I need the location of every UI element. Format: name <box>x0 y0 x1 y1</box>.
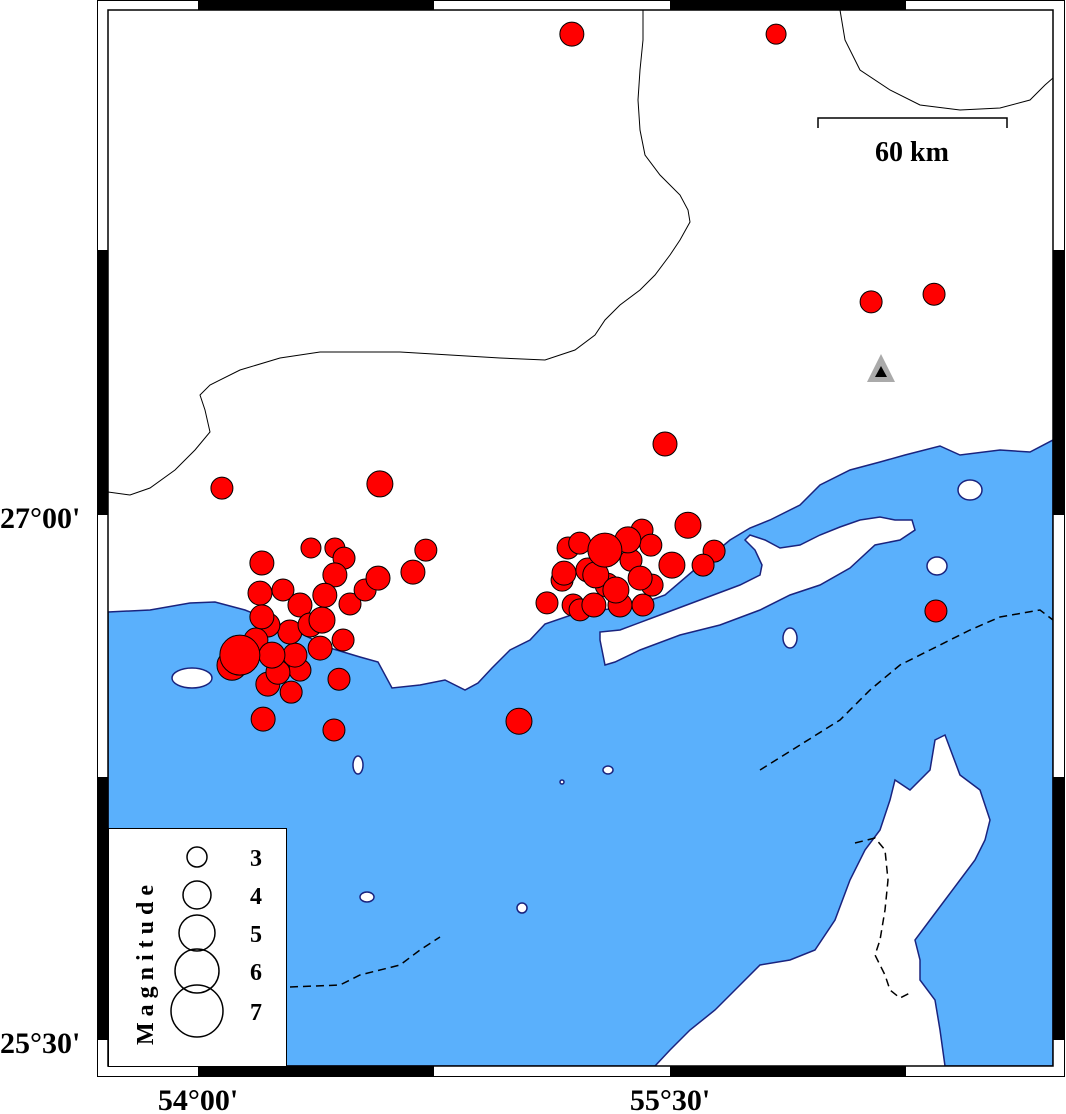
scale-bar-label: 60 km <box>875 137 949 168</box>
x-tick-label: 55°30' <box>630 1084 710 1114</box>
station-marker <box>867 354 895 382</box>
triangle-inner-icon <box>875 366 887 377</box>
earthquake-marker <box>338 592 362 616</box>
y-tick-label: 27°00' <box>0 502 80 535</box>
earthquake-marker <box>691 553 715 577</box>
earthquake-marker <box>249 550 275 576</box>
earthquake-marker <box>587 532 623 568</box>
legend-title: Magnitude <box>133 879 159 1045</box>
maritime-boundary <box>759 609 1053 771</box>
legend-circle <box>186 846 208 868</box>
legend-label: 7 <box>250 1000 262 1026</box>
earthquake-marker <box>287 592 313 618</box>
border-line <box>839 10 1053 111</box>
small-islands <box>171 479 983 914</box>
earthquake-marker <box>414 538 438 562</box>
earthquake-marker <box>922 282 946 306</box>
legend-circle <box>178 914 216 952</box>
earthquake-marker <box>219 634 261 676</box>
border-line <box>108 10 691 496</box>
y-tick-label: 25°30' <box>0 1027 80 1060</box>
earthquake-marker <box>312 582 338 608</box>
earthquake-events <box>210 21 948 742</box>
legend-label: 6 <box>250 960 262 986</box>
earthquake-marker <box>307 635 333 661</box>
earthquake-marker <box>366 470 394 498</box>
earthquake-marker <box>602 576 630 604</box>
earthquake-marker <box>365 565 391 591</box>
earthquake-marker <box>279 680 303 704</box>
legend-label: 5 <box>250 922 262 948</box>
earthquake-marker <box>859 290 883 314</box>
border-line <box>854 837 913 999</box>
earthquake-marker <box>631 593 655 617</box>
map-frame <box>97 0 1065 1077</box>
scale-bar: 60 km <box>817 117 1008 168</box>
earthquake-marker <box>250 706 276 732</box>
earthquake-marker <box>674 511 702 539</box>
earthquake-marker <box>924 599 948 623</box>
legend-circle <box>170 984 224 1038</box>
earthquake-marker <box>559 21 585 47</box>
earthquake-marker <box>331 628 355 652</box>
earthquake-marker <box>535 591 559 615</box>
legend-circle <box>182 880 212 910</box>
qeshm-island <box>599 516 916 666</box>
earthquake-marker <box>300 537 322 559</box>
earthquake-marker <box>765 23 787 45</box>
earthquake-marker <box>308 606 336 634</box>
legend-label: 4 <box>250 884 262 910</box>
earthquake-marker <box>322 718 346 742</box>
earthquake-marker <box>247 580 273 606</box>
magnitude-legend: Magnitude 3 4 5 6 7 <box>108 828 287 1067</box>
maritime-boundary <box>289 936 441 988</box>
earthquake-marker <box>658 551 686 579</box>
earthquake-marker <box>505 707 533 735</box>
earthquake-marker <box>258 641 286 669</box>
earthquake-marker <box>400 559 426 585</box>
earthquake-marker <box>652 431 678 457</box>
legend-label: 3 <box>250 846 262 872</box>
x-tick-label: 54°00' <box>158 1084 238 1114</box>
earthquake-marker <box>627 565 653 591</box>
earthquake-marker <box>639 533 663 557</box>
earthquake-marker <box>249 604 275 630</box>
earthquake-marker <box>210 476 234 500</box>
legend-circle <box>174 948 220 994</box>
earthquake-marker <box>322 562 348 588</box>
sea <box>108 439 1053 1066</box>
earthquake-marker <box>551 560 577 586</box>
earthquake-marker <box>327 667 351 691</box>
earthquake-marker <box>581 592 607 618</box>
